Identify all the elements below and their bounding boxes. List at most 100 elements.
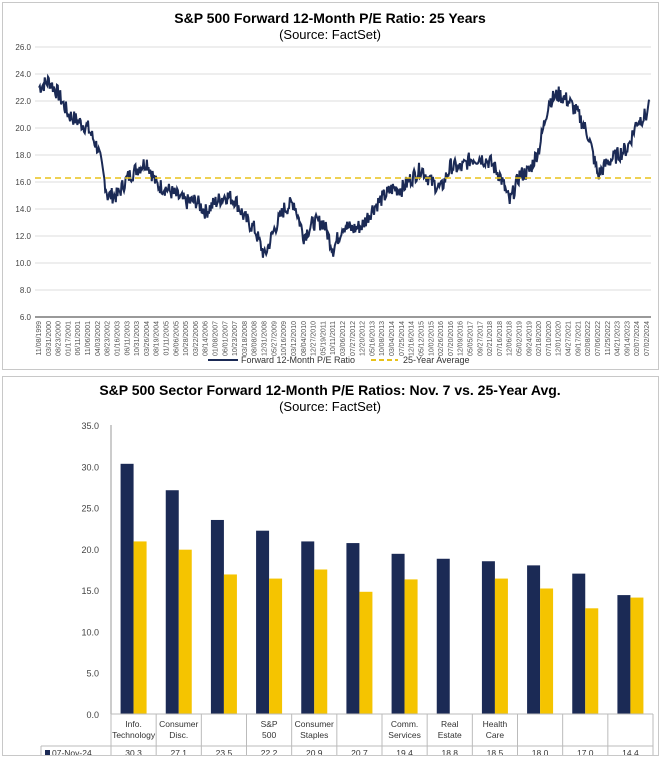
legend-label: 07-Nov-24 (52, 748, 92, 755)
x-tick-label: 09/24/2019 (526, 321, 533, 356)
y-tick-label: 26.0 (15, 43, 31, 52)
pe-ratio-line (38, 73, 650, 258)
data-label: 19.4 (396, 748, 413, 755)
x-tick-label: 03/31/2000 (46, 321, 53, 356)
x-tick-label: 06/11/2001 (75, 321, 82, 356)
bar-current (120, 463, 134, 714)
x-tick-label: 08/19/2004 (154, 321, 161, 356)
x-tick-label: 12/09/2016 (458, 321, 465, 356)
x-tick-label: 08/14/2006 (203, 321, 210, 356)
x-tick-label: 05/19/2011 (320, 321, 327, 356)
bar-average (404, 579, 418, 714)
x-tick-label: 10/02/2015 (428, 321, 435, 356)
x-tick-label: 10/23/2007 (232, 321, 239, 356)
bar-average (269, 578, 283, 714)
legend-label: Forward 12-Month P/E Ratio (241, 355, 355, 365)
data-label: 20.7 (351, 748, 368, 755)
chart-title: S&P 500 Forward 12-Month P/E Ratio: 25 Y… (174, 10, 486, 26)
x-tick-label: 03/06/2012 (340, 321, 347, 356)
x-tick-label: 08/23/2002 (105, 321, 112, 356)
chart-subtitle: (Source: FactSet) (279, 399, 381, 414)
bar-current (527, 565, 541, 714)
y-tick-label: 16.0 (15, 178, 31, 187)
x-tick-label: 07/25/2014 (399, 321, 406, 356)
sector-pe-chart: S&P 500 Sector Forward 12-Month P/E Rati… (40, 382, 654, 760)
x-tick-label: 04/21/2023 (615, 321, 622, 356)
x-tick-label: 11/25/2022 (605, 321, 612, 356)
data-label: 20.9 (306, 748, 323, 755)
bar-average (359, 591, 373, 714)
x-tick-label: 12/20/2012 (360, 321, 367, 356)
x-tick-label: 03/26/2004 (144, 321, 151, 356)
y-tick-label: 0.0 (86, 710, 99, 720)
legend-swatch (45, 750, 50, 755)
bar-current (436, 558, 450, 714)
chart-subtitle: (Source: FactSet) (279, 27, 381, 42)
y-tick-label: 12.0 (15, 232, 31, 241)
bar-average (178, 549, 192, 714)
y-tick-label: 18.0 (15, 151, 31, 160)
x-tick-label: 07/06/2022 (595, 321, 602, 356)
x-tick-label: 09/27/2017 (477, 321, 484, 356)
pe-history-chart: S&P 500 Forward 12-Month P/E Ratio: 25 Y… (15, 10, 651, 365)
y-tick-label: 5.0 (86, 669, 99, 679)
x-tick-label: 06/06/2005 (173, 321, 180, 356)
category-label: Consumer Staples (295, 719, 334, 740)
chart-title: S&P 500 Sector Forward 12-Month P/E Rati… (99, 382, 560, 398)
x-tick-label: 07/10/2020 (546, 321, 553, 356)
x-tick-label: 05/05/2017 (467, 321, 474, 356)
x-tick-label: 04/27/2021 (566, 321, 573, 356)
x-tick-label: 07/02/2024 (644, 321, 651, 356)
x-tick-label: 07/27/2012 (350, 321, 357, 356)
x-tick-label: 03/12/2010 (291, 321, 298, 356)
x-tick-label: 02/18/2020 (536, 321, 543, 356)
bar-average (630, 597, 644, 714)
y-tick-label: 20.0 (15, 124, 31, 133)
x-tick-label: 10/16/2009 (281, 321, 288, 356)
x-tick-label: 04/03/2002 (95, 321, 102, 356)
x-tick-label: 05/02/2019 (517, 321, 524, 356)
x-tick-label: 08/04/2010 (301, 321, 308, 356)
category-label: Health Care (483, 719, 508, 740)
bar-current (391, 553, 405, 714)
y-tick-label: 24.0 (15, 70, 31, 79)
x-tick-label: 07/16/2018 (497, 321, 504, 356)
x-tick-label: 05/12/2015 (418, 321, 425, 356)
x-tick-label: 11/08/1999 (36, 321, 43, 356)
x-tick-label: 12/27/2010 (311, 321, 318, 356)
x-tick-label: 01/16/2003 (114, 321, 121, 356)
data-label: 23.5 (216, 748, 233, 755)
x-tick-label: 09/17/2021 (575, 321, 582, 356)
y-tick-label: 8.0 (20, 286, 32, 295)
bar-average (494, 578, 508, 714)
data-label: 22.2 (261, 748, 278, 755)
bar-current (617, 595, 631, 714)
y-tick-label: 10.0 (15, 259, 31, 268)
data-label: 17.0 (577, 748, 594, 755)
y-tick-label: 30.0 (81, 462, 99, 472)
x-tick-label: 12/01/2020 (556, 321, 563, 356)
x-tick-label: 08/08/2008 (252, 321, 259, 356)
data-label: 18.0 (532, 748, 549, 755)
x-tick-label: 12/31/2008 (262, 321, 269, 356)
x-tick-label: 09/14/2023 (624, 321, 631, 356)
bar-current (256, 530, 270, 714)
y-tick-label: 14.0 (15, 205, 31, 214)
x-tick-label: 08/23/2000 (56, 321, 63, 356)
bar-current (301, 541, 315, 714)
x-tick-label: 07/20/2016 (448, 321, 455, 356)
pe-history-chart-panel: S&P 500 Forward 12-Month P/E Ratio: 25 Y… (2, 2, 659, 370)
x-tick-label: 02/08/2022 (585, 321, 592, 356)
bar-average (314, 569, 328, 714)
y-tick-label: 15.0 (81, 586, 99, 596)
data-label: 18.5 (487, 748, 504, 755)
x-tick-label: 01/11/2005 (163, 321, 170, 356)
bar-average (223, 574, 237, 714)
data-label: 14.4 (622, 748, 639, 755)
category-label: Comm. Services (388, 719, 421, 740)
x-tick-label: 05/16/2013 (369, 321, 376, 356)
bar-average (540, 588, 554, 714)
bar-current (572, 573, 586, 714)
y-tick-label: 6.0 (20, 313, 32, 322)
